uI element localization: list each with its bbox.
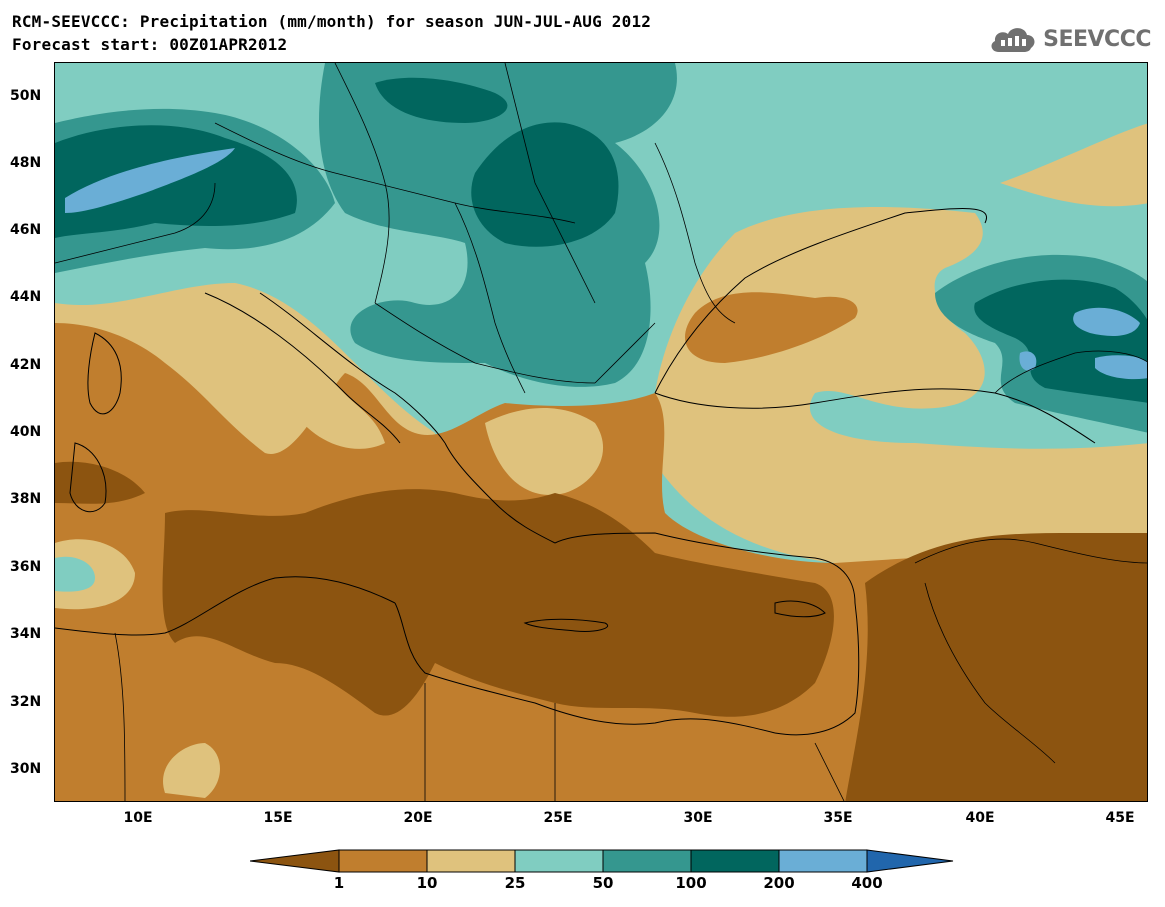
colorbar-above-400	[866, 849, 954, 873]
precipitation-map	[54, 62, 1148, 802]
lat-label-46n: 46N	[10, 222, 42, 238]
lon-label-25e: 25E	[543, 810, 573, 826]
colorbar-label-200: 200	[763, 874, 795, 892]
colorbar-label-100: 100	[675, 874, 707, 892]
colorbar-1-10	[338, 849, 428, 873]
lat-label-42n: 42N	[10, 357, 42, 373]
field-below-1-arabia	[845, 533, 1147, 801]
colorbar-50-100	[602, 849, 692, 873]
lat-label-38n: 38N	[10, 491, 42, 507]
cloud-icon	[991, 28, 1035, 52]
field-italy-interior-10-25	[230, 293, 385, 449]
field-poland-100-200	[375, 77, 508, 123]
field-sardinia-below-1	[55, 461, 145, 504]
colorbar-100-200	[690, 849, 780, 873]
lon-label-30e: 30E	[683, 810, 713, 826]
lon-label-35e: 35E	[823, 810, 853, 826]
lat-label-30n: 30N	[10, 761, 42, 777]
field-caucasus-200-400-c	[1019, 351, 1037, 371]
map-title: RCM-SEEVCCC: Precipitation (mm/month) fo…	[12, 12, 652, 31]
colorbar	[250, 849, 954, 873]
field-greece-10-25	[485, 408, 604, 495]
colorbar-10-25	[426, 849, 516, 873]
coastlines	[55, 208, 1096, 736]
lat-label-34n: 34N	[10, 626, 42, 642]
lon-label-10e: 10E	[123, 810, 153, 826]
lat-label-48n: 48N	[10, 155, 42, 171]
colorbar-label-10: 10	[416, 874, 438, 892]
field-tunisia-10-25	[55, 539, 135, 610]
forecast-start-subtitle: Forecast start: 00Z01APR2012	[12, 35, 288, 54]
lat-label-40n: 40N	[10, 424, 42, 440]
field-below-1-med	[162, 489, 834, 717]
logo-text: SEEVCCC	[1043, 26, 1151, 52]
field-anatolia-1-10	[685, 292, 858, 363]
lon-label-40e: 40E	[965, 810, 995, 826]
colorbar-25-50	[514, 849, 604, 873]
field-romania-100-200	[471, 122, 619, 247]
lon-label-20e: 20E	[403, 810, 433, 826]
colorbar-label-400: 400	[851, 874, 883, 892]
field-caucasus-200-400-b	[1095, 355, 1147, 380]
colorbar-below-1	[250, 849, 340, 873]
field-ukraine-10-25	[1000, 123, 1147, 207]
field-caucasus-200-400-a	[1073, 307, 1140, 336]
lat-label-32n: 32N	[10, 694, 42, 710]
lat-label-50n: 50N	[10, 88, 42, 104]
colorbar-label-25: 25	[504, 874, 526, 892]
lon-label-45e: 45E	[1105, 810, 1135, 826]
colorbar-label-1: 1	[333, 874, 345, 892]
field-libya-10-25	[163, 743, 220, 798]
lat-label-44n: 44N	[10, 289, 42, 305]
field-tunisia-25-50	[55, 556, 95, 592]
field-alps-100-200	[55, 125, 297, 238]
lat-label-36n: 36N	[10, 559, 42, 575]
field-alps-200-400	[65, 148, 235, 213]
borders	[55, 63, 1147, 801]
colorbar-label-50: 50	[592, 874, 614, 892]
colorbar-200-400	[778, 849, 868, 873]
lon-label-15e: 15E	[263, 810, 293, 826]
seevccc-logo: SEEVCCC	[987, 22, 1151, 56]
